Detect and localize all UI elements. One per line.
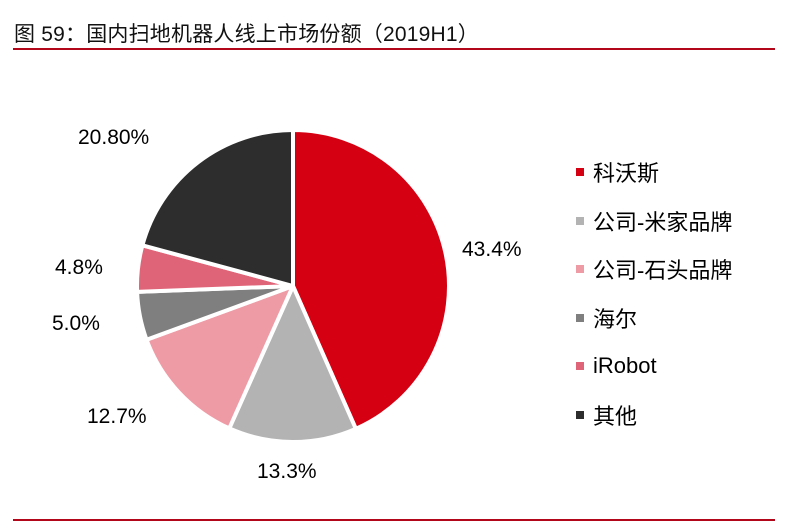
legend-item: 科沃斯 <box>576 148 732 197</box>
legend-swatch-icon <box>576 168 584 177</box>
legend-item: iRobot <box>576 342 732 391</box>
slice-value-label: 43.4% <box>462 238 522 261</box>
slice-value-label: 20.80% <box>78 126 150 149</box>
legend-swatch-icon <box>576 313 584 322</box>
legend-label: 海尔 <box>593 306 638 332</box>
legend-label: 其他 <box>593 403 638 429</box>
pie-slice <box>144 284 295 431</box>
pie-slice <box>140 128 295 288</box>
legend-item: 公司-米家品牌 <box>576 197 732 246</box>
slice-value-label: 5.0% <box>52 312 100 335</box>
legend: 科沃斯公司-米家品牌 公司-石头品牌 海尔 iRobot 其他 <box>576 148 732 439</box>
legend-item: 公司-石头品牌 <box>576 245 732 294</box>
legend-label: iRobot <box>593 353 657 379</box>
legend-swatch-icon <box>576 216 584 225</box>
pie-slice <box>291 128 451 431</box>
chart-title: 图 59：国内扫地机器人线上市场份额（2019H1） <box>14 23 479 46</box>
legend-swatch-icon <box>576 265 584 274</box>
legend-item: 其他 <box>576 391 732 440</box>
slice-value-label: 13.3% <box>257 460 317 483</box>
legend-label: 科沃斯 <box>593 161 660 187</box>
title-underline <box>13 48 775 50</box>
legend-item: 海尔 <box>576 294 732 343</box>
slice-value-label: 4.8% <box>55 256 103 279</box>
slice-value-label: 12.7% <box>87 405 147 428</box>
legend-swatch-icon <box>576 362 584 371</box>
legend-swatch-icon <box>576 410 584 419</box>
bottom-rule <box>13 519 775 521</box>
legend-label: 公司-米家品牌 <box>593 209 733 235</box>
pie-slice <box>227 284 358 444</box>
legend-label: 公司-石头品牌 <box>593 258 733 284</box>
